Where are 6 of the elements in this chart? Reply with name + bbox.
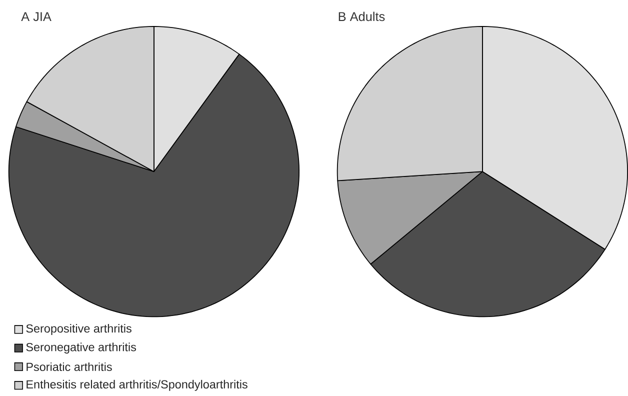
legend-label: Psoriatic arthritis bbox=[26, 362, 112, 371]
chart-title: A JIA bbox=[21, 12, 52, 21]
legend-label: Seropositive arthritis bbox=[26, 324, 132, 335]
legend-label: Enthesitis related arthritis/Spondyloarthritis bbox=[26, 380, 248, 391]
legend-label: Seronegative arthritis bbox=[26, 342, 136, 354]
chart-title: B Adults bbox=[338, 12, 385, 21]
